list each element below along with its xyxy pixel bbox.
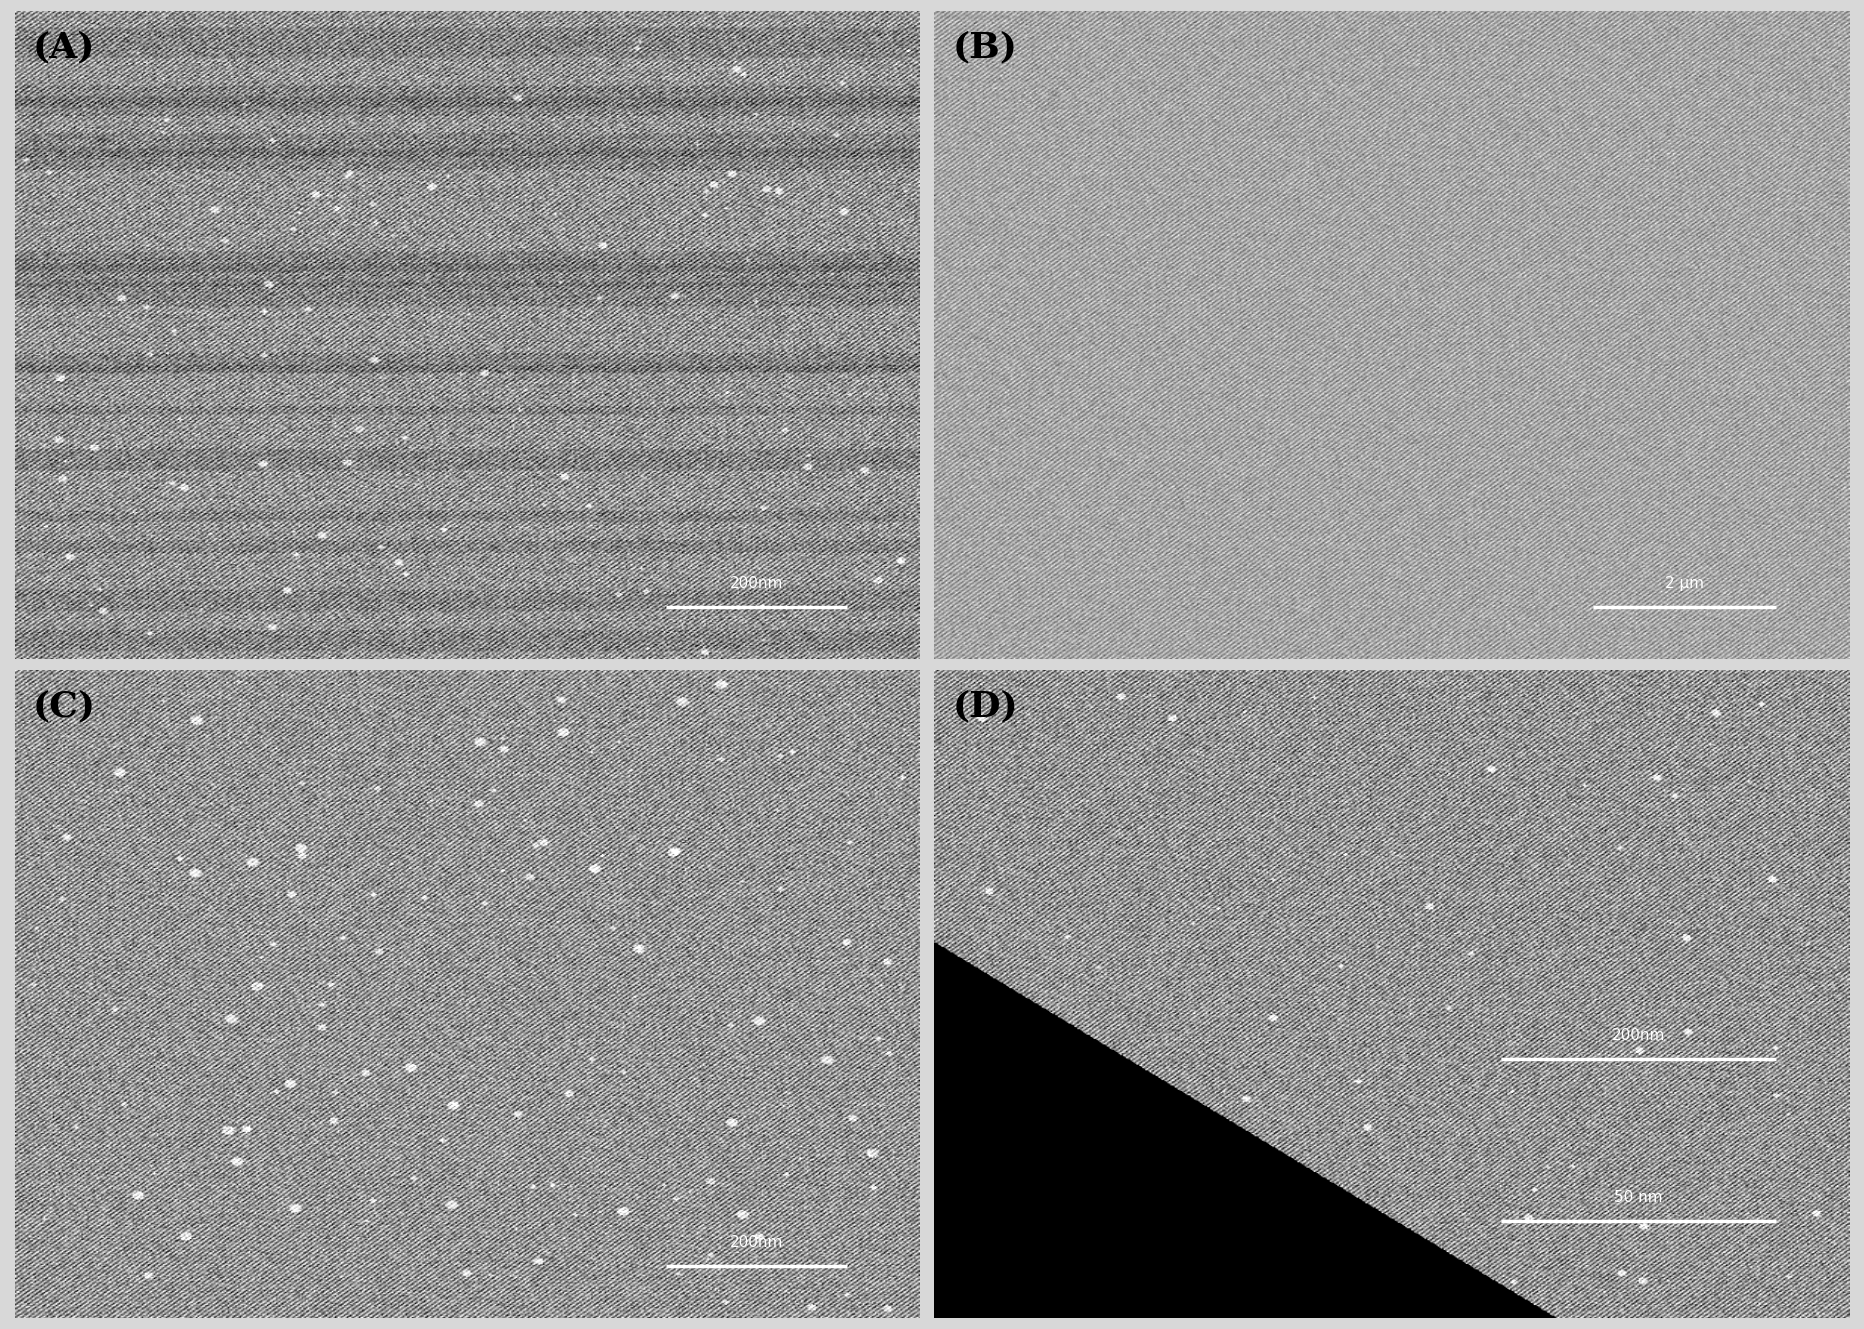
Text: 200nm: 200nm	[1612, 1027, 1665, 1043]
Text: (D): (D)	[953, 690, 1018, 723]
Text: 200nm: 200nm	[729, 575, 783, 591]
Text: 200nm: 200nm	[729, 1235, 783, 1251]
Text: 2 μm: 2 μm	[1665, 575, 1704, 591]
Text: (A): (A)	[34, 31, 95, 64]
Text: (B): (B)	[953, 31, 1018, 64]
Text: 50 nm: 50 nm	[1614, 1189, 1663, 1205]
Text: (C): (C)	[34, 690, 97, 723]
